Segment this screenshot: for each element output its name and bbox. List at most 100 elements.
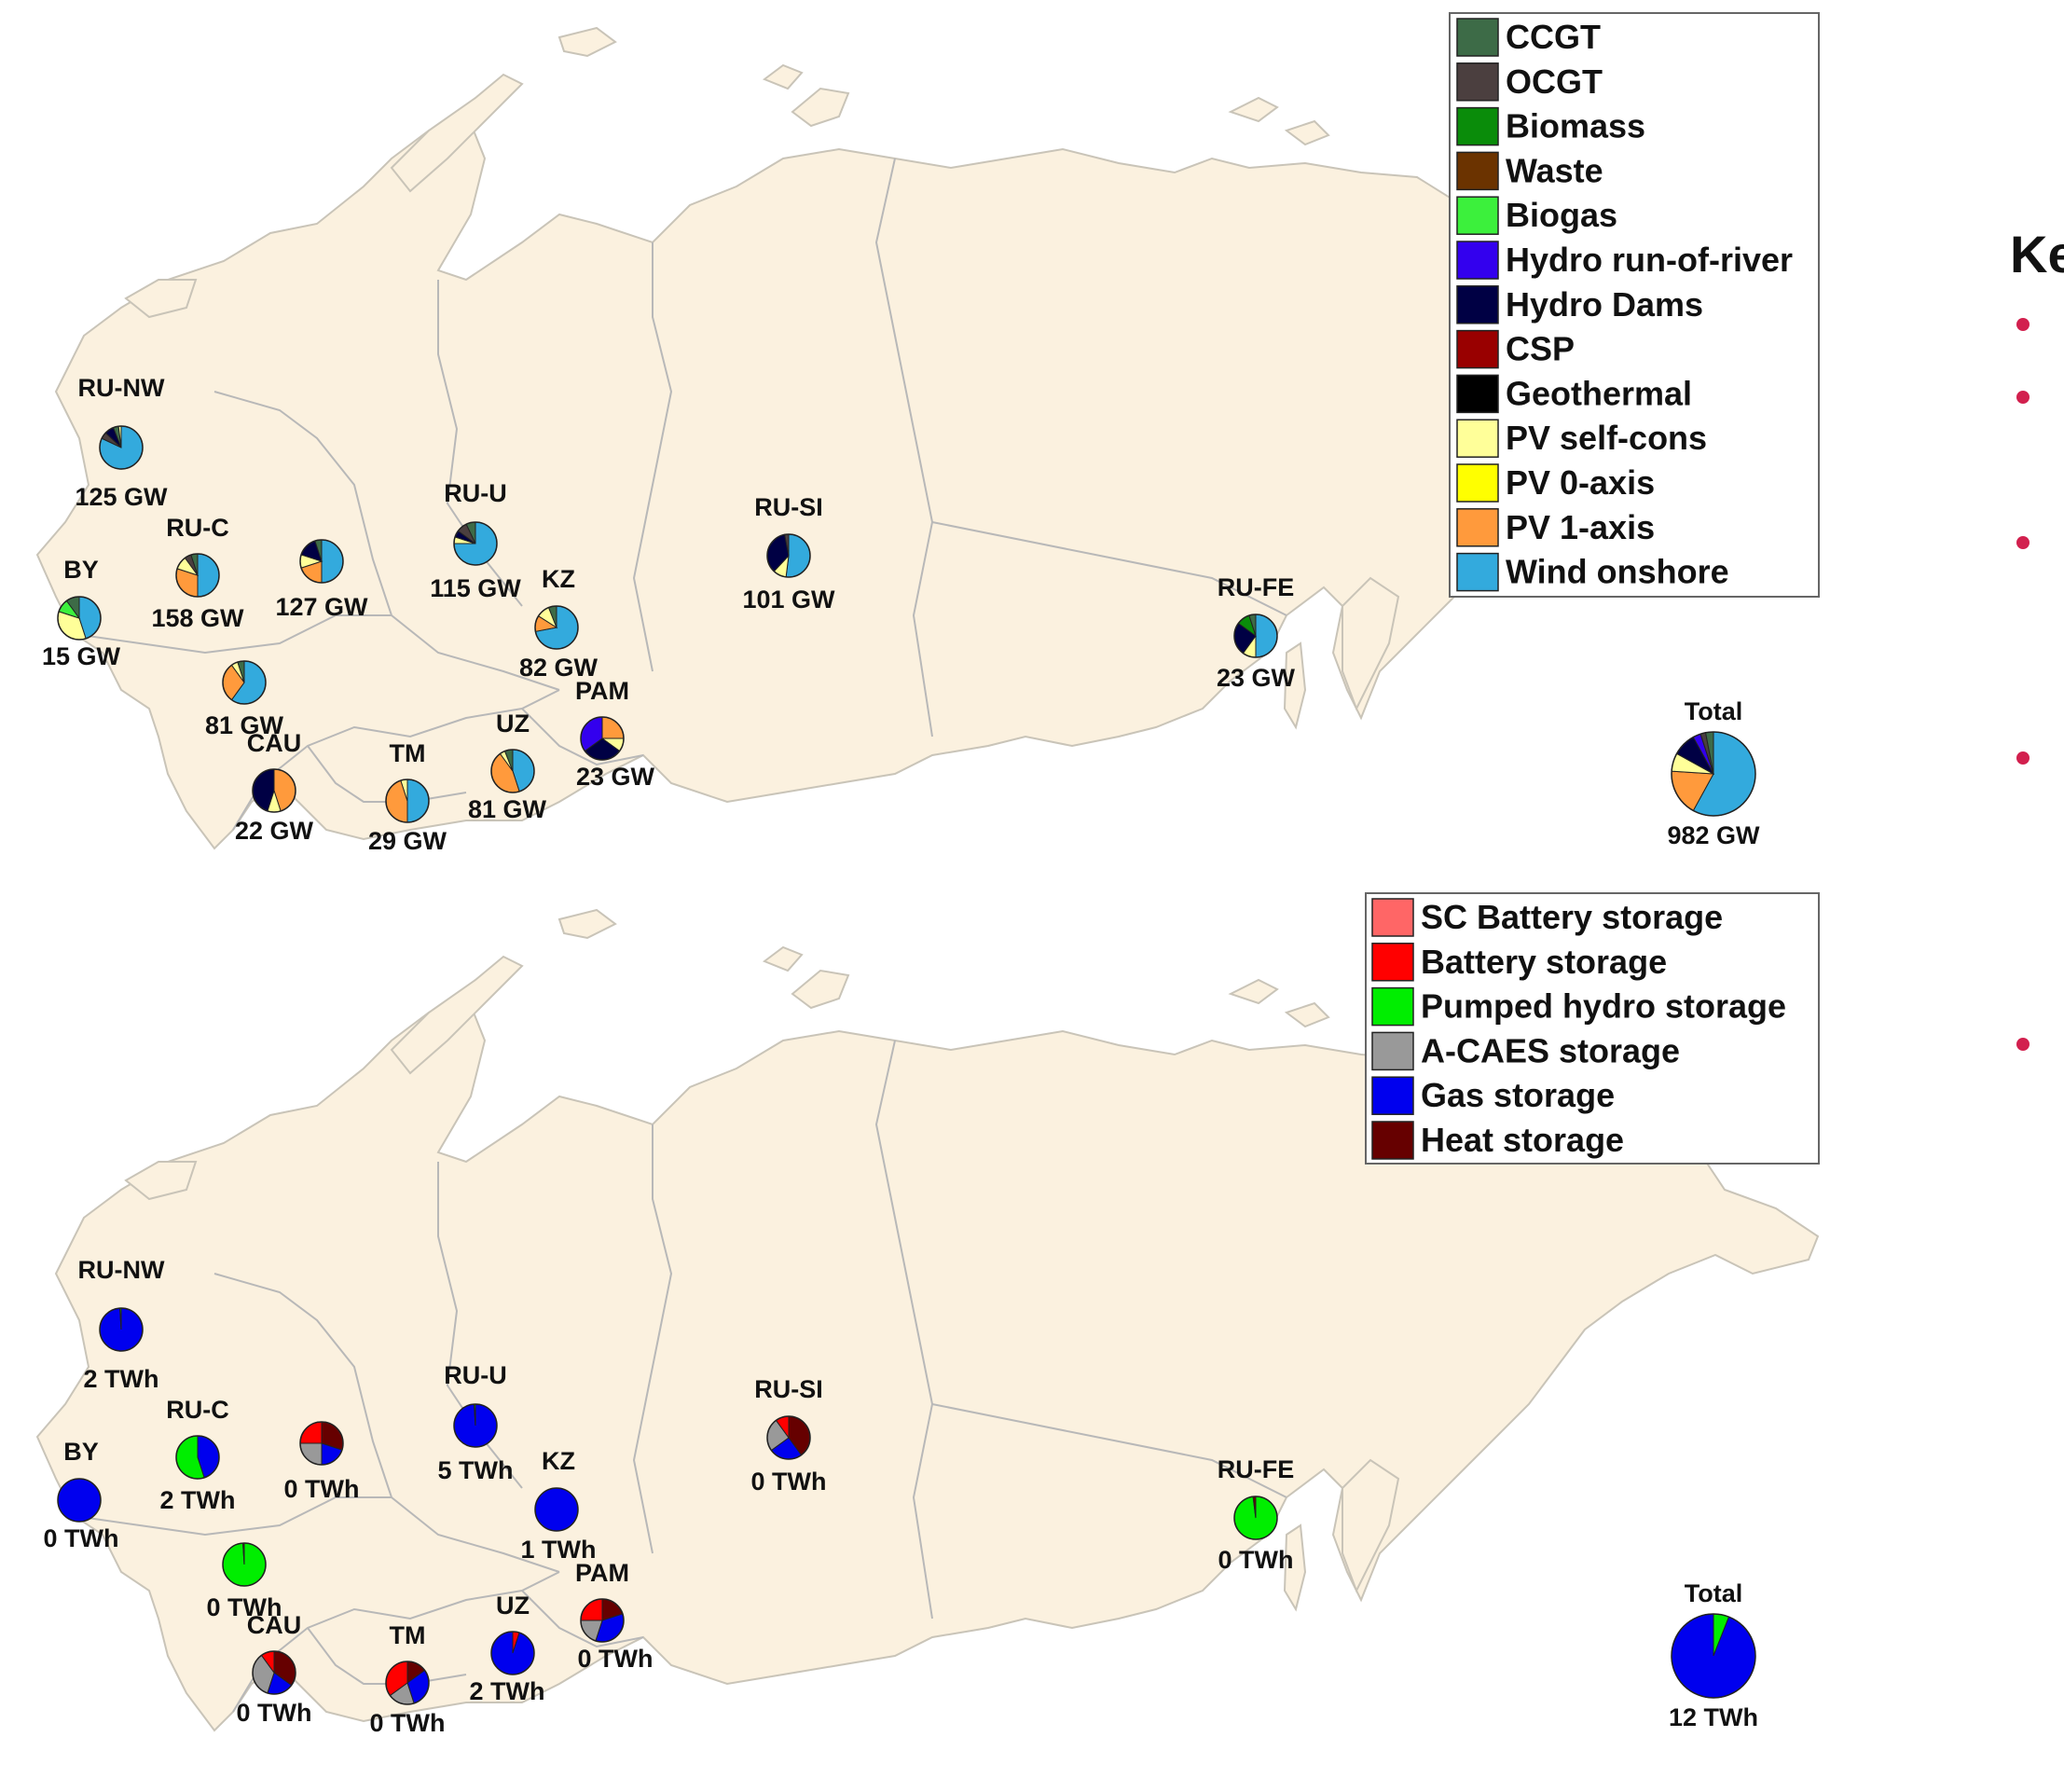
pie-outline: [222, 1542, 267, 1587]
storage-pie-layer: [57, 1307, 1278, 1705]
region-name: RU-FE: [1218, 1455, 1295, 1483]
legend-label-pv_0axis: PV 0-axis: [1506, 463, 1655, 502]
legend-label-ccgt: CCGT: [1506, 18, 1601, 56]
storage-total: Total 12 TWh: [1669, 1579, 1758, 1731]
region-kz-pie: [534, 605, 579, 650]
legend-label-gas: Gas storage: [1421, 1076, 1615, 1114]
legend-label-wind_on: Wind onshore: [1506, 553, 1729, 591]
region-value: 81 GW: [205, 711, 284, 739]
legend-label-waste: Waste: [1506, 151, 1603, 189]
pie-outline: [385, 1661, 430, 1705]
bullet-dot: [2016, 391, 2030, 404]
pie-outline: [222, 660, 267, 705]
pie-slice-gas: [534, 1487, 579, 1532]
region-name: TM: [390, 1621, 426, 1649]
region-value: 0 TWh: [370, 1709, 446, 1737]
legend-label-biogas: Biogas: [1506, 196, 1617, 234]
pie-outline: [99, 1307, 144, 1352]
region-kz-pie: [534, 1487, 579, 1532]
legend-swatch-pv_1axis: [1456, 508, 1499, 547]
pie-outline: [252, 768, 296, 813]
region-name: RU-SI: [754, 493, 823, 521]
pie-outline: [490, 1631, 535, 1675]
region-name: BY: [63, 556, 99, 584]
legend-label-heat: Heat storage: [1421, 1121, 1624, 1159]
legend-swatch-ocgt: [1456, 62, 1499, 102]
legend-label-hydro_dams: Hydro Dams: [1506, 285, 1703, 324]
region-value: 15 GW: [42, 642, 121, 670]
region-value: 5 TWh: [438, 1456, 514, 1484]
region-ru-si-pie: [766, 1415, 811, 1460]
region-ru-c-pie: [175, 553, 220, 598]
region-cau-pie: [252, 768, 296, 813]
pie-outline: [766, 533, 811, 578]
region-value: 0 TWh: [237, 1699, 312, 1727]
region-pam-pie: [580, 1598, 625, 1643]
region-ru-nw-pie: [99, 425, 144, 470]
legend-label-geothermal: Geothermal: [1506, 374, 1692, 412]
pie-slice-gas: [57, 1478, 102, 1523]
region-value: 2 TWh: [84, 1365, 159, 1393]
region-ru-s-pie: [222, 1542, 267, 1587]
generation-label-layer: RU-NW 125 GW RU-C 158 GW BY 15 GW 127 GW RU-U 11…: [42, 374, 1296, 855]
region-ru-u-pie: [453, 1403, 498, 1448]
region-name: PAM: [575, 677, 629, 705]
region-value: 101 GW: [742, 586, 835, 613]
legend-swatch-phs: [1371, 986, 1414, 1027]
legend-swatch-hydro_ror: [1456, 241, 1499, 280]
bullet-dot: [2016, 318, 2030, 331]
region-by-pie: [57, 596, 102, 641]
side-panel-title: Ke: [2010, 225, 2064, 283]
pie-outline: [175, 553, 220, 598]
legend-label-battery: Battery storage: [1421, 943, 1667, 981]
storage-total-pie: [1671, 1613, 1756, 1699]
region-name: CAU: [247, 729, 302, 757]
pie-outline: [580, 1598, 625, 1643]
bullet-dot: [2016, 751, 2030, 765]
region-name: RU-U: [444, 479, 507, 507]
pie-outline: [534, 605, 579, 650]
legend-swatch-sc_battery: [1371, 898, 1414, 937]
side-panel: Ke: [2010, 225, 2064, 1051]
region-name: PAM: [575, 1559, 629, 1587]
region-ru-si-pie: [766, 533, 811, 578]
region-name: KZ: [542, 565, 575, 593]
generation-total-value: 982 GW: [1667, 821, 1760, 849]
pie-outline: [252, 1650, 296, 1695]
region-value: 23 GW: [1217, 664, 1296, 692]
generation-legend-frame: [1449, 12, 1820, 598]
storage-legend: SC Battery storage Battery storage Pumped …: [1365, 892, 1820, 1165]
region-ru-fe-pie: [1233, 1496, 1278, 1540]
region-name: UZ: [496, 1592, 530, 1620]
total-pie: [1671, 1613, 1756, 1699]
region-value: 125 GW: [75, 483, 168, 511]
legend-swatch-pv_0axis: [1456, 463, 1499, 503]
pie-outline: [385, 779, 430, 823]
pie-outline: [1671, 731, 1756, 817]
generation-pie-layer: [57, 425, 1278, 823]
region-ru-u-pie: [453, 521, 498, 566]
legend-swatch-gas: [1371, 1076, 1414, 1115]
legend-swatch-biogas: [1456, 196, 1499, 235]
region-volga-pie: [299, 1421, 344, 1466]
region-name: RU-C: [166, 514, 229, 542]
total-pie: [1671, 731, 1756, 817]
side-panel-bullets: [2016, 318, 2030, 1051]
region-value: 127 GW: [275, 593, 368, 621]
legend-swatch-wind_on: [1456, 552, 1499, 592]
region-value: 0 TWh: [751, 1468, 827, 1496]
region-value: 23 GW: [576, 763, 655, 791]
region-value: 2 TWh: [470, 1677, 545, 1705]
bullet-dot: [2016, 536, 2030, 549]
region-name: RU-NW: [78, 1256, 165, 1284]
generation-capacity-map: RU-NW 125 GW RU-C 158 GW BY 15 GW 127 GW RU-U 11…: [36, 12, 1820, 855]
pie-outline: [1233, 613, 1278, 658]
legend-swatch-geothermal: [1456, 374, 1499, 414]
pie-outline: [453, 1403, 498, 1448]
storage-total-title: Total: [1685, 1579, 1743, 1607]
storage-legend-frame: [1365, 892, 1820, 1165]
region-name: BY: [63, 1438, 99, 1466]
